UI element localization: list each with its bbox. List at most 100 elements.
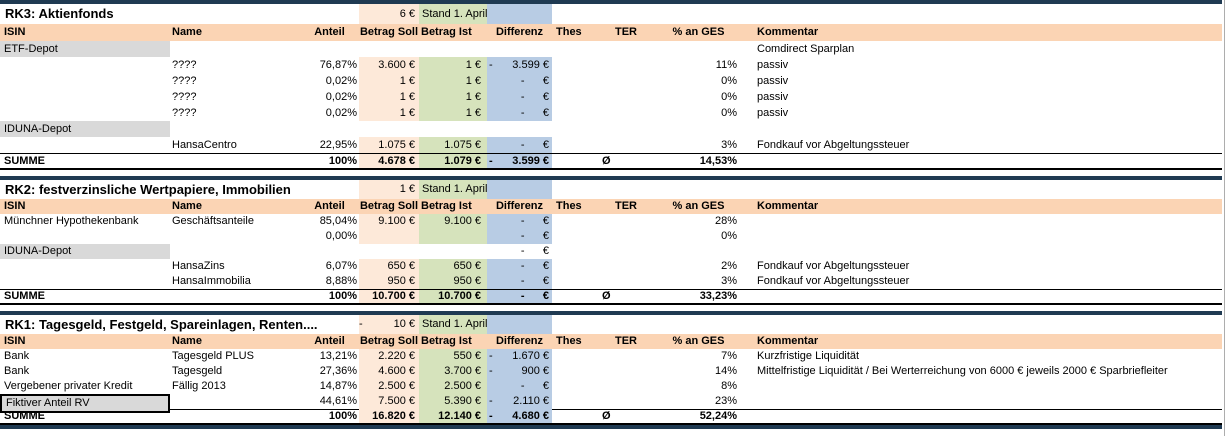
cell-betrag-soll[interactable]: 4.600 €: [359, 364, 419, 379]
summe-label[interactable]: SUMME: [4, 155, 45, 167]
cell-kommentar[interactable]: Fondkauf vor Abgeltungssteuer: [757, 139, 910, 151]
cell-anteil[interactable]: 0,00%: [325, 230, 357, 242]
cell-betrag-ist[interactable]: 1 €: [419, 89, 487, 105]
cell-kommentar[interactable]: passiv: [757, 107, 789, 119]
cell-pct-an-ges[interactable]: 3%: [721, 139, 737, 151]
cell-name[interactable]: HansaCentro: [172, 139, 237, 151]
cell-thes[interactable]: [552, 41, 600, 57]
cell-betrag-ist[interactable]: [419, 244, 487, 259]
column-header-pct-an-ges[interactable]: % an GES: [652, 334, 745, 349]
cell-betrag-ist[interactable]: [419, 41, 487, 57]
cell-pct-an-ges[interactable]: 11%: [715, 59, 737, 71]
cell-differenz[interactable]: - €: [487, 229, 552, 244]
cell-differenz[interactable]: - 900 €: [487, 364, 552, 379]
cell-betrag-soll[interactable]: 1.075 €: [359, 137, 419, 153]
cell-betrag-ist[interactable]: 550 €: [419, 349, 487, 364]
summe-label[interactable]: SUMME: [4, 410, 45, 422]
cell-ter[interactable]: [600, 364, 652, 379]
column-header-ter[interactable]: TER: [600, 199, 652, 214]
column-header-ter[interactable]: TER: [600, 24, 652, 41]
cell-anteil[interactable]: [300, 244, 359, 259]
cell-isin[interactable]: Bank: [4, 365, 30, 377]
cell-betrag-soll[interactable]: 650 €: [359, 259, 419, 274]
cell-anteil[interactable]: 44,61%: [319, 395, 357, 407]
cell-anteil[interactable]: 22,95%: [319, 139, 357, 151]
cell-pct-an-ges[interactable]: 3%: [721, 275, 737, 287]
cell-differenz[interactable]: [487, 41, 552, 57]
cell-isin[interactable]: Münchner Hypothekenbank: [4, 215, 139, 227]
cell-title-amount[interactable]: 6 €: [359, 4, 419, 24]
active-cell[interactable]: Fiktiver Anteil RV: [0, 394, 170, 413]
column-header-kommentar[interactable]: Kommentar: [745, 199, 1222, 214]
cell-betrag-soll[interactable]: 7.500 €: [359, 394, 419, 413]
cell-ter[interactable]: [600, 89, 652, 105]
cell-pct-an-ges[interactable]: 0%: [721, 107, 737, 119]
cell-isin[interactable]: [0, 89, 170, 105]
cell-betrag-ist[interactable]: 950 €: [419, 274, 487, 289]
cell-betrag-ist[interactable]: 650 €: [419, 259, 487, 274]
cell-anteil[interactable]: 76,87%: [319, 59, 357, 71]
cell-betrag-soll[interactable]: 950 €: [359, 274, 419, 289]
cell-thes[interactable]: [552, 229, 600, 244]
cell-thes[interactable]: [552, 379, 600, 394]
summe-betrag-soll[interactable]: 10.700 €: [359, 290, 419, 303]
cell-name[interactable]: [170, 121, 300, 137]
cell-thes[interactable]: [552, 214, 600, 229]
cell-pct-an-ges[interactable]: 28%: [714, 215, 737, 227]
column-header-differenz[interactable]: Differenz: [487, 24, 552, 41]
average-symbol[interactable]: Ø: [602, 290, 611, 302]
cell-betrag-soll[interactable]: [359, 244, 419, 259]
cell-differenz[interactable]: - €: [487, 214, 552, 229]
cell-betrag-ist[interactable]: 1 €: [419, 73, 487, 89]
cell-pct-an-ges[interactable]: [652, 41, 745, 57]
cell-name[interactable]: [170, 410, 300, 423]
cell-ter[interactable]: [600, 137, 652, 153]
cell-isin[interactable]: [0, 229, 170, 244]
cell-ter[interactable]: [600, 229, 652, 244]
cell-isin[interactable]: [0, 259, 170, 274]
cell-kommentar[interactable]: passiv: [757, 91, 789, 103]
cell-betrag-soll[interactable]: [359, 229, 419, 244]
cell-betrag-soll[interactable]: 1 €: [359, 73, 419, 89]
cell-ter[interactable]: [600, 105, 652, 121]
cell-ter[interactable]: [600, 259, 652, 274]
cell-betrag-ist[interactable]: [419, 229, 487, 244]
column-header-differenz[interactable]: Differenz: [487, 334, 552, 349]
cell-pct-an-ges[interactable]: 0%: [721, 75, 737, 87]
cell-betrag-ist[interactable]: 9.100 €: [419, 214, 487, 229]
cell-kommentar[interactable]: Mittelfristige Liquidität / Bei Werterre…: [757, 365, 1168, 377]
cell-thes[interactable]: [552, 274, 600, 289]
cell-thes[interactable]: [552, 121, 600, 137]
cell-thes[interactable]: [552, 137, 600, 153]
cell-betrag-ist[interactable]: 2.500 €: [419, 379, 487, 394]
cell-anteil[interactable]: [300, 121, 359, 137]
column-header-betrag-ist[interactable]: Betrag Ist: [419, 334, 487, 349]
cell-kommentar[interactable]: [745, 290, 1222, 303]
cell-betrag-ist[interactable]: 1.075 €: [419, 137, 487, 153]
cell-ter[interactable]: [600, 121, 652, 137]
cell-pct-an-ges[interactable]: [652, 244, 745, 259]
summe-pct-an-ges[interactable]: 52,24%: [699, 410, 737, 422]
cell-anteil[interactable]: 14,87%: [319, 380, 357, 392]
cell-kommentar[interactable]: Kurzfristige Liquidität: [757, 350, 860, 362]
cell-kommentar[interactable]: Comdirect Sparplan: [757, 43, 855, 55]
summe-differenz[interactable]: - 4.680 €: [487, 410, 552, 423]
summe-betrag-soll[interactable]: 4.678 €: [359, 154, 419, 168]
cell-isin[interactable]: [0, 57, 170, 73]
summe-pct-an-ges[interactable]: 14,53%: [699, 155, 737, 167]
column-header-differenz[interactable]: Differenz: [487, 199, 552, 214]
summe-betrag-ist[interactable]: 12.140 €: [419, 410, 487, 423]
cell-name[interactable]: [170, 290, 300, 303]
cell-name[interactable]: [170, 229, 300, 244]
column-header-name[interactable]: Name: [170, 199, 300, 214]
cell-anteil[interactable]: 8,88%: [325, 275, 357, 287]
cell-name[interactable]: HansaZins: [172, 260, 225, 272]
cell-ter[interactable]: [600, 349, 652, 364]
cell-anteil[interactable]: 0,02%: [325, 91, 357, 103]
column-header-thes[interactable]: Thes: [552, 199, 600, 214]
summe-pct-an-ges[interactable]: 33,23%: [699, 290, 737, 302]
cell-title-amount[interactable]: - 10 €: [359, 315, 419, 334]
column-header-name[interactable]: Name: [170, 24, 300, 41]
cell-ter[interactable]: [600, 274, 652, 289]
cell-name[interactable]: Tagesgeld PLUS: [172, 350, 254, 362]
